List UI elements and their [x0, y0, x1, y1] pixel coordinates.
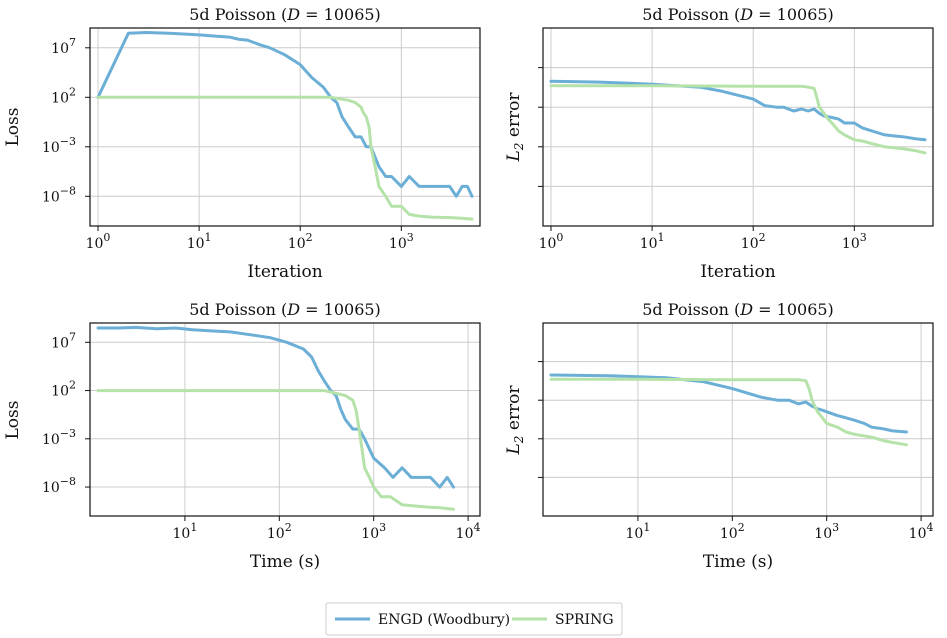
y-tick-label: 107	[51, 330, 76, 351]
y-tick-label: 102	[51, 85, 76, 106]
series-line-spring	[96, 389, 455, 511]
x-tick-label: 101	[626, 521, 651, 542]
x-tick-label: 102	[741, 231, 766, 252]
series-line-engd	[549, 79, 927, 142]
plot-frame	[89, 322, 481, 517]
y-tick-label: 10−3	[42, 135, 76, 156]
y-tick-label: 10−8	[42, 184, 76, 205]
x-tick-label: 103	[814, 521, 839, 542]
series-line-spring	[96, 95, 474, 221]
x-axis-label: Time (s)	[703, 552, 773, 572]
y-axis-label: L2 error	[504, 92, 526, 163]
y-axis-label: Loss	[3, 401, 23, 440]
panel-title: 5d Poisson (D = 10065)	[189, 300, 381, 319]
plot-frame	[542, 322, 934, 517]
x-tick-label: 103	[361, 521, 386, 542]
y-axis-label: Loss	[3, 108, 23, 147]
x-tick-label: 102	[288, 231, 313, 252]
panel-br: 101 102 103 104 5d Poisson (D = 10065) Time (…	[504, 300, 934, 572]
x-axis-label: Time (s)	[250, 552, 320, 572]
x-tick-label: 100	[539, 231, 564, 252]
x-tick-label: 102	[720, 521, 745, 542]
y-axis-label: L2 error	[504, 385, 526, 456]
legend-label-spring: SPRING	[555, 612, 614, 628]
x-tick-label: 101	[173, 521, 198, 542]
series-line-engd	[96, 325, 455, 489]
x-axis-label: Iteration	[247, 262, 322, 282]
x-tick-label: 100	[86, 231, 111, 252]
panel-title: 5d Poisson (D = 10065)	[189, 5, 381, 24]
x-tick-label: 101	[640, 231, 665, 252]
panels: 100 101 102 103 107 102 10−3 10−8 5d Poisson (D …	[3, 5, 934, 572]
y-tick-label: 10−8	[42, 475, 76, 496]
legend-box	[325, 602, 623, 636]
series-line-spring	[549, 377, 908, 447]
legend: ENGD (Woodbury) SPRING	[325, 602, 623, 636]
series-line-engd	[96, 31, 474, 198]
y-tick-label: 102	[51, 379, 76, 400]
x-tick-label: 102	[267, 521, 292, 542]
plot-frame	[542, 27, 934, 227]
panel-tl: 100 101 102 103 107 102 10−3 10−8 5d Poisson (D …	[3, 5, 481, 282]
series-line-engd	[549, 373, 908, 434]
series-line-spring	[549, 84, 927, 155]
x-axis-label: Iteration	[700, 262, 775, 282]
x-tick-label: 104	[456, 521, 481, 542]
y-tick-label: 107	[51, 36, 76, 57]
legend-label-engd: ENGD (Woodbury)	[378, 612, 510, 628]
panel-tr: 100 101 102 103 5d Poisson (D = 10065) Iterat…	[504, 5, 934, 282]
y-tick-label: 10−3	[42, 427, 76, 448]
panel-title: 5d Poisson (D = 10065)	[642, 300, 834, 319]
plot-frame	[89, 27, 481, 227]
panel-bl: 101 102 103 104 107 102 10−3 10−8 5d Poisson (D …	[3, 300, 481, 572]
x-tick-label: 103	[842, 231, 867, 252]
x-tick-label: 101	[187, 231, 212, 252]
x-tick-label: 103	[389, 231, 414, 252]
panel-title: 5d Poisson (D = 10065)	[642, 5, 834, 24]
x-tick-label: 104	[909, 521, 934, 542]
